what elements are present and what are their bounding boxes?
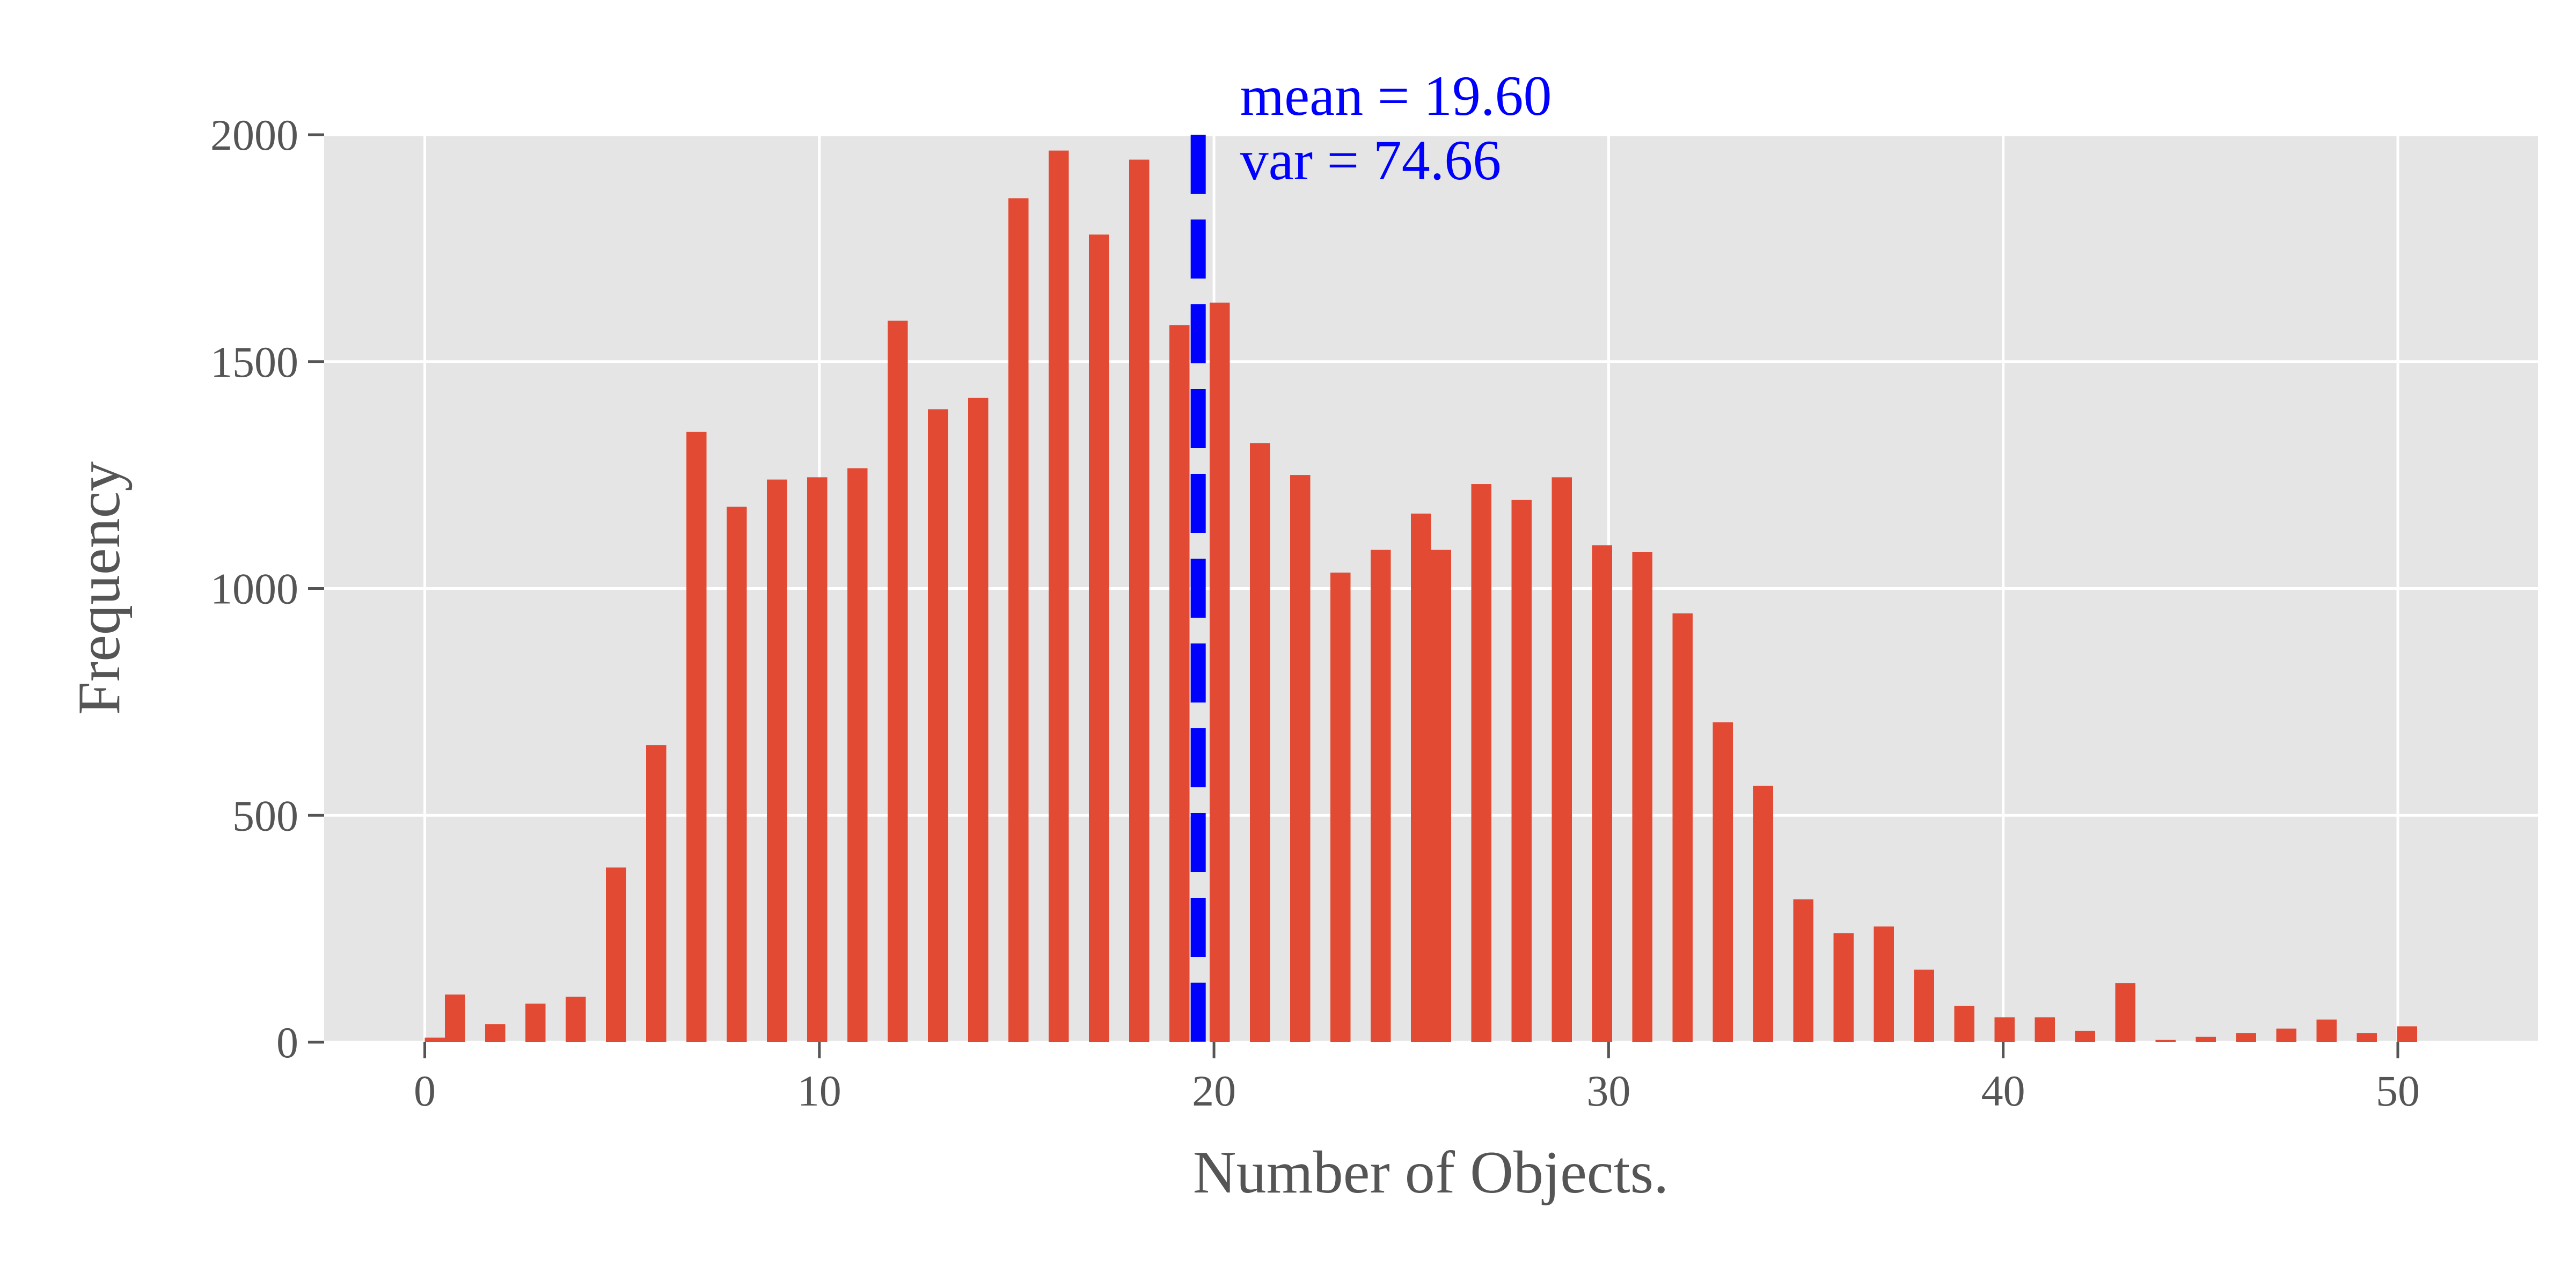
bar	[606, 867, 626, 1042]
bar	[566, 997, 586, 1042]
bar	[525, 1004, 546, 1042]
bar	[646, 745, 667, 1042]
x-axis-label: Number of Objects.	[1193, 1139, 1668, 1206]
x-tick-label: 0	[414, 1066, 436, 1115]
bar	[767, 479, 787, 1042]
bar	[2196, 1036, 2216, 1042]
bar	[2276, 1028, 2296, 1042]
y-tick-label: 1500	[210, 338, 298, 386]
y-tick-label: 2000	[210, 111, 298, 159]
y-axis-label: Frequency	[66, 462, 133, 715]
bar	[2035, 1017, 2055, 1042]
bar	[1994, 1017, 2015, 1042]
bar	[2236, 1033, 2256, 1042]
bar	[1169, 325, 1190, 1042]
bar	[1511, 500, 1532, 1042]
bar	[1471, 484, 1491, 1043]
bar	[727, 507, 747, 1042]
bar	[1049, 150, 1069, 1042]
bar	[1431, 550, 1451, 1042]
bar	[2397, 1026, 2417, 1042]
bar	[2115, 983, 2135, 1042]
bar	[1411, 513, 1431, 1042]
bar	[445, 994, 465, 1042]
bar	[1330, 572, 1351, 1042]
bar	[2357, 1033, 2377, 1042]
bar	[2075, 1030, 2095, 1042]
bar	[686, 431, 707, 1042]
bar	[928, 409, 948, 1042]
bar	[1371, 550, 1391, 1042]
x-tick-label: 20	[1192, 1066, 1236, 1115]
x-tick-label: 10	[797, 1066, 841, 1115]
bar	[1753, 786, 1773, 1042]
bar	[1632, 552, 1652, 1042]
bar	[807, 477, 828, 1042]
bar	[1833, 933, 1854, 1042]
bar	[1008, 198, 1029, 1042]
bar	[2155, 1040, 2176, 1042]
bar	[1250, 443, 1270, 1043]
bar	[1290, 475, 1311, 1042]
bar	[485, 1024, 506, 1042]
bar	[1672, 613, 1693, 1042]
bar	[425, 1037, 445, 1042]
bar	[1210, 302, 1230, 1043]
bar	[847, 468, 868, 1042]
y-tick-label: 0	[276, 1018, 298, 1067]
x-tick-label: 40	[1981, 1066, 2025, 1115]
annotation: var = 74.66	[1240, 129, 1502, 192]
bar	[1552, 477, 1572, 1042]
bar	[1129, 159, 1150, 1043]
bar	[2316, 1019, 2337, 1042]
bar	[1954, 1006, 1974, 1042]
annotation: mean = 19.60	[1240, 64, 1552, 127]
bar	[1914, 969, 1934, 1042]
bar	[1089, 235, 1109, 1042]
bar	[888, 320, 908, 1042]
x-tick-label: 30	[1586, 1066, 1630, 1115]
bar	[1592, 545, 1612, 1042]
bar	[1713, 722, 1733, 1042]
bar	[968, 398, 989, 1042]
y-tick-label: 500	[232, 791, 298, 840]
bar	[1793, 899, 1813, 1042]
x-tick-label: 50	[2376, 1066, 2420, 1115]
y-tick-label: 1000	[210, 565, 298, 613]
bar	[1874, 926, 1894, 1042]
